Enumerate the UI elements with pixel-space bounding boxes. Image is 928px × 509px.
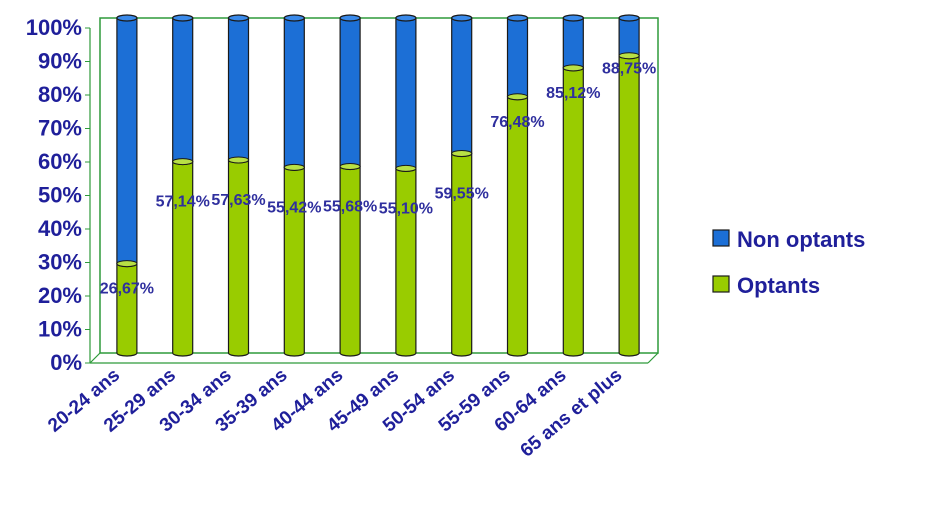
y-tick-label: 90% <box>38 49 82 74</box>
y-tick-label: 40% <box>38 216 82 241</box>
bar-segment-boundary <box>116 260 138 268</box>
bar-top-cap <box>227 14 250 22</box>
bar-non-optants <box>339 17 361 171</box>
data-label: 85,12% <box>546 85 600 102</box>
bar-non-optants <box>451 17 473 158</box>
bar-optants <box>562 67 584 357</box>
data-label: 55,10% <box>379 200 433 217</box>
bar-optants <box>227 159 250 357</box>
legend-label: Non optants <box>737 227 865 252</box>
legend-swatch <box>712 275 730 293</box>
bar-optants <box>451 152 473 357</box>
bar-top-cap <box>506 14 529 22</box>
data-label: 55,42% <box>267 199 321 216</box>
bar-optants <box>283 166 305 357</box>
y-tick-label: 0% <box>50 350 82 375</box>
y-tick-label: 20% <box>38 283 82 308</box>
bar-top-cap <box>339 14 361 22</box>
bar-top-cap <box>618 14 640 22</box>
bar-segment-boundary <box>228 156 249 164</box>
plot-back-wall <box>99 17 659 354</box>
legend-label: Optants <box>737 273 820 298</box>
bar-segment-boundary <box>451 150 473 158</box>
data-label: 88,75% <box>602 61 656 78</box>
data-label: 55,68% <box>323 198 377 215</box>
x-tick-label: 65 ans et plus <box>517 365 627 462</box>
bar-non-optants <box>116 17 138 268</box>
bar-optants <box>172 160 194 357</box>
data-label: 59,55% <box>435 186 489 203</box>
legend-swatch <box>712 229 730 247</box>
floor-right-edge <box>647 352 659 364</box>
plot-frame <box>89 17 659 364</box>
floor-left-edge <box>89 352 101 364</box>
bar-non-optants <box>227 17 250 164</box>
bar-non-optants <box>395 17 417 173</box>
bar-non-optants <box>506 17 529 101</box>
bar-top-cap <box>172 14 194 22</box>
bar-segment-boundary <box>172 158 194 166</box>
y-tick-label: 10% <box>38 317 82 342</box>
y-tick-label: 30% <box>38 250 82 275</box>
data-labels: 26,67% 57,14% 57,63% 55,42% 55,68% 55,10%59,5… <box>100 61 656 298</box>
bar-optants <box>116 263 138 357</box>
data-label: 76,48% <box>490 114 544 131</box>
bar-optants <box>618 55 640 357</box>
bar-non-optants <box>172 17 194 166</box>
bar-segment-boundary <box>618 52 640 60</box>
data-label: 26,67% <box>100 281 154 298</box>
bar-non-optants <box>562 17 584 72</box>
bar-top-cap <box>562 14 584 22</box>
bar-top-cap <box>451 14 473 22</box>
bar-optants <box>339 165 361 357</box>
bar-segment-boundary <box>507 93 528 101</box>
bar-segment-boundary <box>562 64 584 72</box>
bar-top-cap <box>395 14 417 22</box>
bar-non-optants <box>283 17 305 171</box>
data-label: 57,14% <box>156 194 210 211</box>
bars <box>116 14 640 357</box>
bar-top-cap <box>283 14 305 22</box>
y-tick-label: 100% <box>26 15 82 40</box>
legend: Non optants Optants <box>712 227 865 298</box>
bar-optants <box>506 96 529 357</box>
bar-segment-boundary <box>339 162 361 170</box>
y-axis-ticks: 0% 10% 20% 30% 40% 50% 60% 70% 80% 90% 100% <box>26 15 90 375</box>
y-tick-label: 50% <box>38 183 82 208</box>
y-tick-label: 80% <box>38 82 82 107</box>
bar-optants <box>395 167 417 357</box>
y-tick-label: 70% <box>38 116 82 141</box>
bar-segment-boundary <box>395 164 417 172</box>
bar-segment-boundary <box>283 163 305 171</box>
data-label: 57,63% <box>211 192 265 209</box>
bar-top-cap <box>116 14 138 22</box>
y-tick-label: 60% <box>38 149 82 174</box>
